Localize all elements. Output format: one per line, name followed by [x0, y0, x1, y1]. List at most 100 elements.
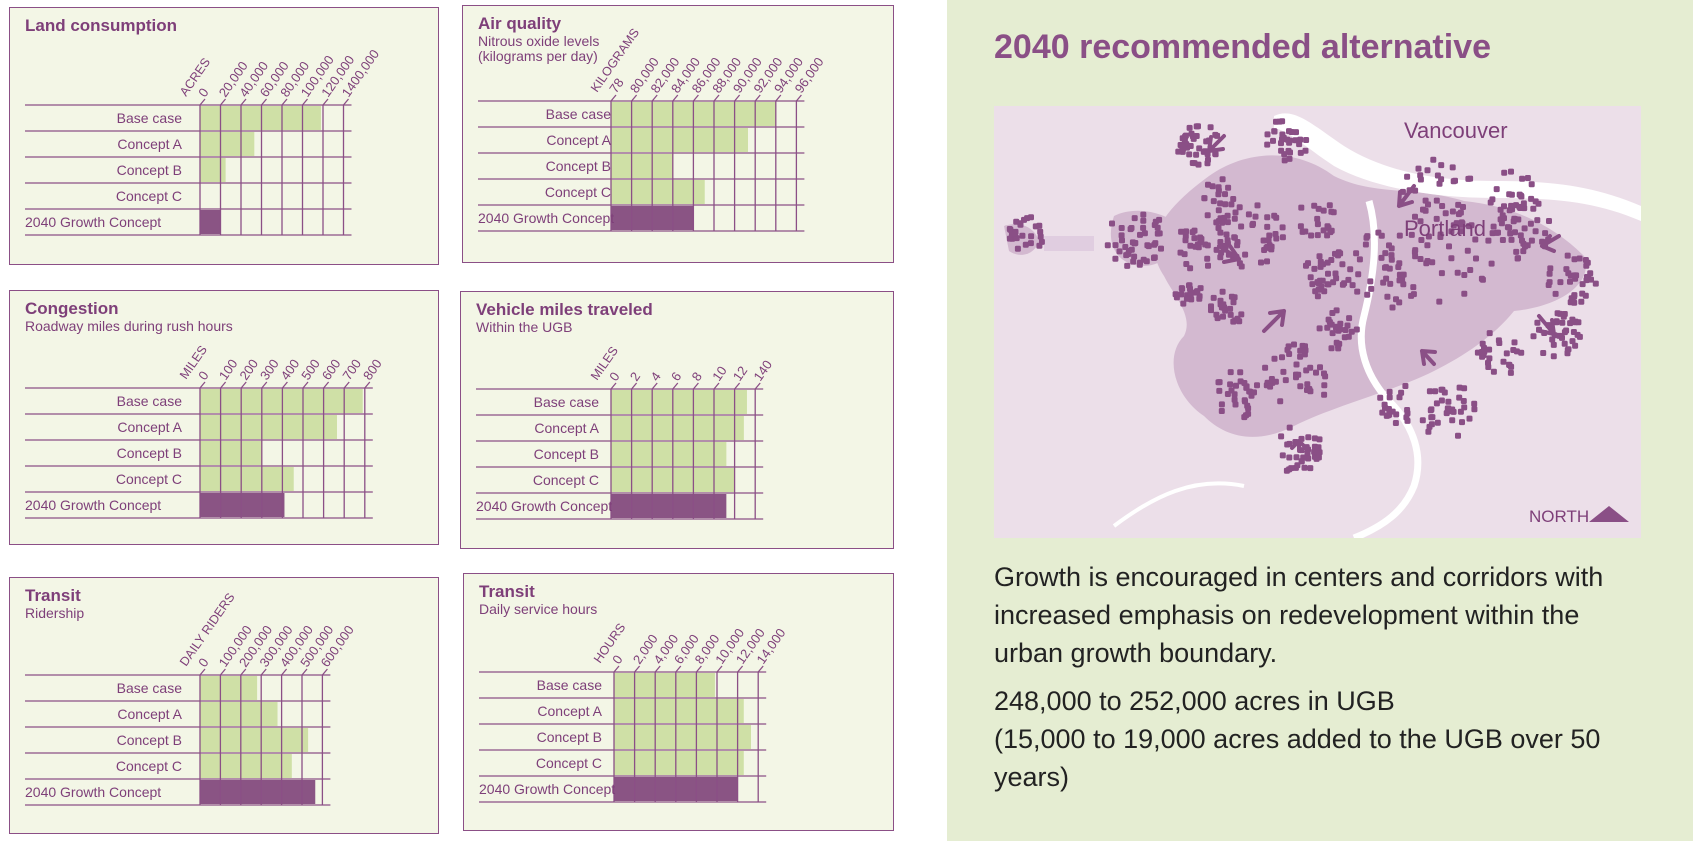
development-dot [1022, 241, 1029, 248]
development-dot [1417, 176, 1424, 183]
map-label-vancouver: Vancouver [1404, 118, 1508, 143]
bar-2 [200, 728, 309, 752]
development-dot [1507, 230, 1514, 237]
development-dot [1180, 145, 1187, 152]
development-dot [1425, 428, 1432, 435]
development-dot [1220, 313, 1226, 320]
development-dot [1187, 242, 1194, 249]
development-dot [1471, 400, 1478, 407]
development-dot [1412, 213, 1418, 220]
development-dot [1222, 307, 1229, 314]
tick-mark [610, 382, 617, 390]
development-centers [1006, 118, 1599, 474]
development-dot [1286, 155, 1293, 162]
development-dot [1384, 293, 1391, 300]
bar-growth-concept [200, 493, 285, 517]
development-dot [1500, 358, 1507, 365]
development-dot [1528, 181, 1535, 188]
tick-mark [322, 98, 329, 106]
development-dot [1486, 330, 1493, 337]
development-dot [1382, 264, 1388, 271]
development-dot [1032, 223, 1039, 230]
development-dot [1461, 290, 1468, 297]
development-dot [1219, 288, 1226, 295]
development-dot [1341, 334, 1348, 341]
development-dot [1317, 364, 1323, 371]
chart-title: Congestion [25, 299, 119, 318]
development-dot [1404, 407, 1411, 413]
development-dot [1385, 412, 1392, 419]
development-dot [1231, 396, 1238, 403]
development-dot [1228, 201, 1235, 208]
development-dot [1228, 293, 1235, 300]
development-dot [1324, 232, 1331, 239]
development-dot [1301, 464, 1308, 471]
development-dot [1480, 352, 1487, 358]
development-dot [1353, 326, 1360, 333]
development-dot [1442, 210, 1449, 217]
development-dot [1215, 379, 1222, 386]
tick-mark [302, 98, 308, 106]
development-dot [1027, 240, 1034, 247]
development-dot [1472, 236, 1479, 243]
development-dot [1400, 271, 1407, 278]
development-dot [1281, 157, 1288, 164]
development-dot [1430, 156, 1437, 163]
development-dot [1489, 230, 1496, 237]
tick-label: 4 [647, 369, 663, 384]
row-label: 2040 Growth Concept [476, 498, 612, 514]
development-dot [1193, 123, 1200, 130]
arrow-icon [1540, 234, 1561, 253]
development-dot [1238, 311, 1245, 318]
development-dot [1546, 218, 1552, 224]
development-dot [1408, 231, 1415, 238]
development-dot [1230, 196, 1237, 202]
chart-subtitle: Daily service hours [479, 601, 598, 617]
development-dot [1285, 343, 1292, 350]
development-dot [1459, 419, 1465, 426]
development-dot [1303, 262, 1309, 269]
development-dot [1241, 414, 1248, 421]
development-dot [1212, 131, 1219, 138]
arrow-icon [1217, 244, 1241, 264]
development-dot [1314, 221, 1321, 228]
development-dot [1417, 218, 1424, 225]
development-dot [1561, 340, 1568, 347]
development-dot [1507, 369, 1514, 376]
row-label: Concept C [116, 471, 182, 487]
development-dot [1131, 253, 1138, 260]
development-dot [1183, 228, 1190, 235]
development-dot [1459, 220, 1466, 227]
development-dot [1473, 255, 1479, 262]
development-dot [1530, 205, 1537, 212]
development-dot [1241, 380, 1248, 386]
bar-0 [611, 390, 747, 414]
row-label: Base case [117, 680, 183, 696]
development-dot [1410, 284, 1417, 291]
tick-label: 6 [668, 369, 684, 384]
development-dot [1527, 220, 1534, 227]
development-dot [1197, 285, 1204, 292]
bar-growth-concept [611, 494, 727, 518]
map-label-portland: Portland [1404, 216, 1486, 241]
development-dot [1392, 420, 1399, 426]
development-dot [1377, 394, 1384, 401]
development-dot [1553, 319, 1560, 326]
development-dot [1321, 391, 1328, 398]
development-dot [1353, 250, 1360, 257]
development-dot [1198, 236, 1205, 242]
columbia-river [1274, 113, 1641, 221]
development-dot [1552, 290, 1559, 297]
development-dot [1124, 262, 1131, 269]
development-dot [1245, 211, 1252, 218]
row-label: Base case [534, 394, 600, 410]
development-dot [1313, 369, 1319, 376]
development-dot [1415, 165, 1422, 172]
development-dot [1215, 184, 1222, 191]
development-dot [1393, 296, 1399, 303]
chart-svg: Base case Concept A Concept B Concept C 2040… [478, 26, 827, 232]
development-dot [1532, 228, 1539, 235]
tick-label: 10 [709, 363, 730, 383]
development-dot [1471, 406, 1478, 413]
development-dot [1534, 217, 1541, 224]
